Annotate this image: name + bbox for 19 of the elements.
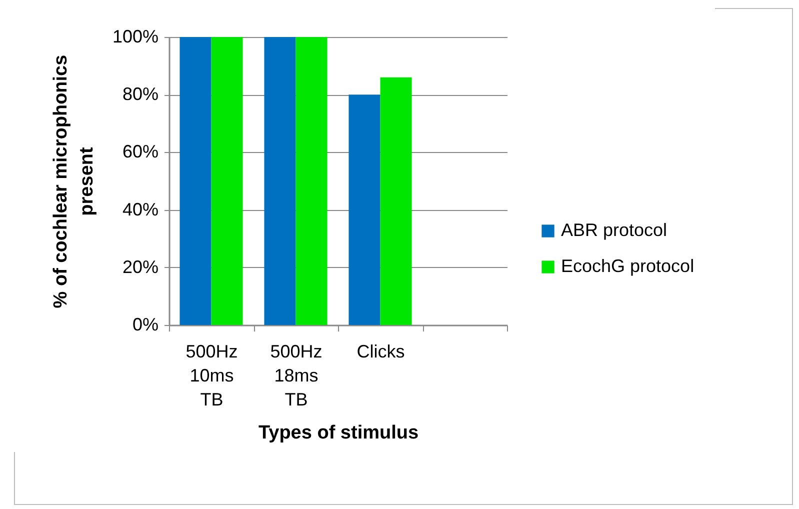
bar (264, 37, 296, 325)
legend-label: ABR protocol (561, 220, 668, 240)
bar (211, 37, 243, 325)
y-tick-label: 100% (112, 26, 158, 46)
y-tick-label: 0% (132, 314, 158, 334)
y-tick-label: 60% (122, 142, 158, 162)
y-tick-label: 40% (122, 199, 158, 220)
bar (380, 77, 412, 325)
legend-label: EcochG protocol (561, 256, 694, 276)
x-tick-label: 500Hz 10ms TB (186, 342, 238, 410)
x-tick-label: 500Hz 18ms TB (270, 342, 322, 410)
y-tick-label: 20% (122, 256, 158, 277)
bar (348, 94, 380, 325)
x-tick-label: Clicks (356, 342, 405, 362)
bar (180, 37, 212, 325)
y-tick-label: 80% (122, 84, 158, 104)
x-axis-title: Types of stimulus (258, 422, 419, 444)
y-axis-title: % of cochlear microphonics present (50, 54, 98, 308)
bar (296, 37, 328, 325)
